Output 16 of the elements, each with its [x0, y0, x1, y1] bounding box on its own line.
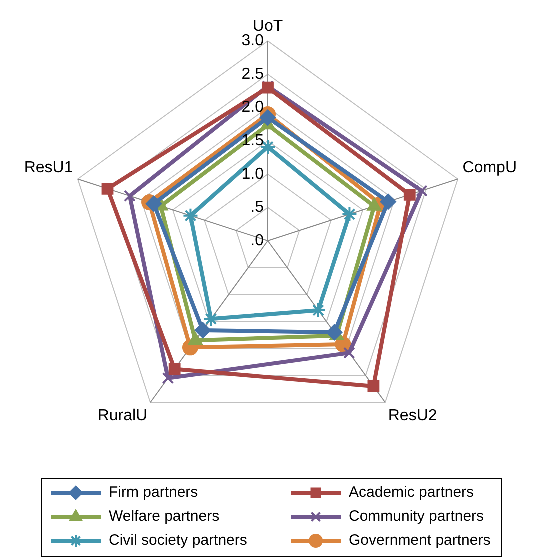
y-tick-label: 1.0: [242, 166, 264, 183]
legend-label: Welfare partners: [109, 508, 220, 526]
y-tick-label: 2.5: [242, 66, 264, 83]
spoke-label: UoT: [252, 18, 284, 36]
spoke-label: ResU2: [388, 408, 438, 425]
spoke-label: RuralU: [98, 408, 148, 425]
legend-label: Community partners: [349, 508, 484, 526]
legend-label: Government partners: [349, 532, 491, 550]
y-tick-label: .0: [250, 232, 264, 250]
legend-label: Academic partners: [349, 484, 474, 502]
y-tick-label: 3.0: [242, 32, 264, 50]
legend-label: Civil society partners: [109, 532, 248, 550]
y-tick-label: .5: [250, 199, 264, 216]
legend-label: Firm partners: [109, 484, 198, 502]
spoke-label: ResU1: [24, 160, 74, 177]
spoke-label: CompU: [462, 160, 518, 177]
